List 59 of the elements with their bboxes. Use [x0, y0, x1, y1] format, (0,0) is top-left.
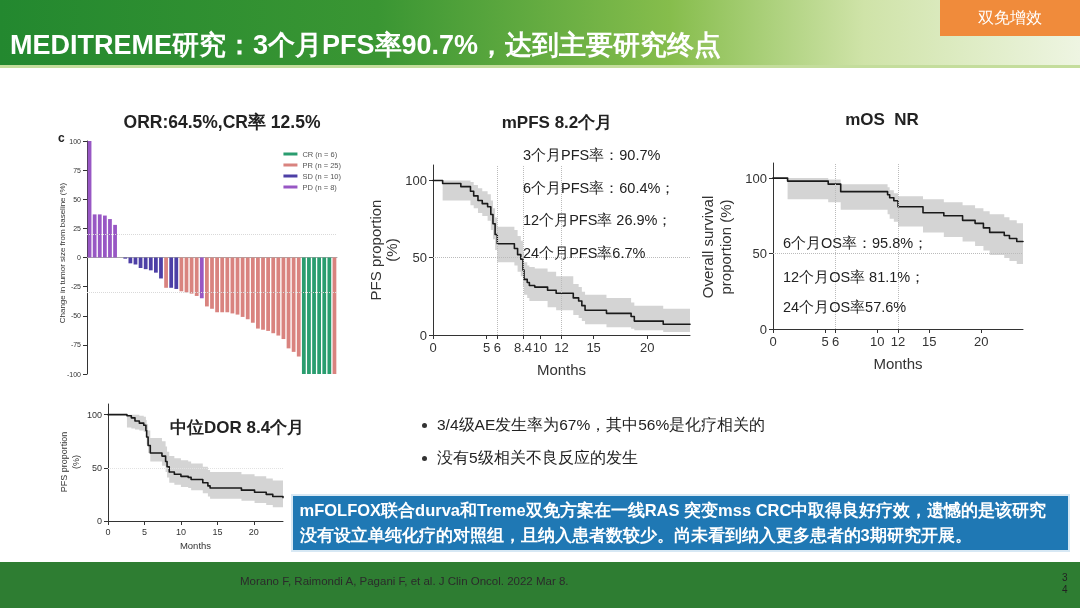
text: c: [58, 130, 65, 146]
y-axis-title: PFS proportion (%): [58, 430, 82, 495]
chart-title: mOS NR: [845, 109, 919, 131]
x-axis-title: Months: [536, 361, 587, 378]
bar: [194, 257, 199, 296]
x-tick-label: 6: [493, 340, 501, 355]
x-tick-label: 10: [532, 340, 548, 355]
x-tick-label: 5: [482, 340, 491, 355]
callout-box: mFOLFOX联合durva和Treme双免方案在一线RAS 突变mss CRC中取得良好疗效，遗憾的是该研究没有设立单纯化疗的对照组，且纳入患者数较少。尚未看到纳入更多患者的3期研究开展。: [291, 494, 1070, 552]
annotation: 12个月PFS率 26.9%；: [523, 212, 673, 230]
text: 中位DOR 8.4个月: [170, 417, 305, 439]
x-tick-label: 0: [429, 340, 437, 355]
y-tick-label: 0: [96, 516, 102, 526]
bar: [169, 257, 174, 288]
text: MEDITREME研究：3个月PFS率90.7%，达到主要研究终点: [10, 28, 722, 62]
y-tick-label: 100: [745, 170, 767, 186]
x-tick-label: 12: [890, 334, 906, 349]
x-tick-label: 15: [922, 334, 937, 349]
x-tick-label: 12: [554, 340, 569, 355]
y-tick-label: 0: [759, 321, 767, 337]
y-tick-label: 50: [412, 250, 427, 266]
x-axis-title: Months: [873, 355, 923, 372]
x-tick-label: 15: [212, 526, 223, 537]
y-tick-label: 50: [91, 462, 102, 473]
y-tick-label: 50: [752, 246, 767, 262]
y-tick-label: 100: [405, 172, 427, 188]
x-tick-label: 6: [831, 334, 840, 349]
x-tick-label: 20: [248, 526, 259, 537]
bar: [296, 257, 301, 357]
text: 3个月PFS率：90.7%: [523, 147, 661, 165]
x-tick-label: 5: [141, 526, 147, 537]
x-tick-label: 20: [974, 334, 989, 349]
text: 没有5级相关不良反应的发生: [437, 448, 638, 468]
x-tick-label: 5: [821, 334, 829, 349]
annotation: 24个月PFS率6.7%: [523, 245, 646, 263]
y-axis-title: Overall survival proportion (%): [699, 194, 735, 301]
x-tick-label: 10: [869, 334, 885, 349]
y-axis-title: Change in tumor size from baseline (%): [58, 182, 67, 324]
y-tick-label: 100: [86, 409, 102, 420]
bar: [164, 257, 168, 288]
text: 3/4级AE发生率为67%，其中56%是化疗相关的: [437, 415, 766, 435]
x-tick-label: 0: [769, 334, 777, 349]
x-tick-label: 20: [639, 340, 655, 355]
text: 双免增效: [940, 0, 1080, 36]
x-axis-title: Months: [179, 540, 212, 552]
bar: [199, 257, 204, 299]
annotation: 6个月OS率：95.8%；: [783, 235, 929, 253]
annotation: 24个月OS率57.6%: [783, 299, 907, 317]
text: 34: [1062, 572, 1069, 596]
x-tick-label: 8.4: [513, 340, 532, 355]
annotation: 12个月OS率 81.1%；: [783, 269, 926, 287]
x-tick-label: 15: [586, 340, 601, 355]
chart-title: mPFS 8.2个月: [501, 112, 613, 134]
chart-title: ORR:64.5%,CR率 12.5%: [123, 111, 321, 133]
x-tick-label: 0: [105, 526, 111, 537]
y-axis-title: PFS proportion (%): [367, 198, 400, 303]
x-tick-label: 10: [175, 526, 186, 537]
annotation: 6个月PFS率：60.4%；: [523, 180, 676, 198]
text: Morano F, Raimondi A, Pagani F, et al. J Clin Oncol. 2022 Mar 8.: [240, 575, 569, 589]
